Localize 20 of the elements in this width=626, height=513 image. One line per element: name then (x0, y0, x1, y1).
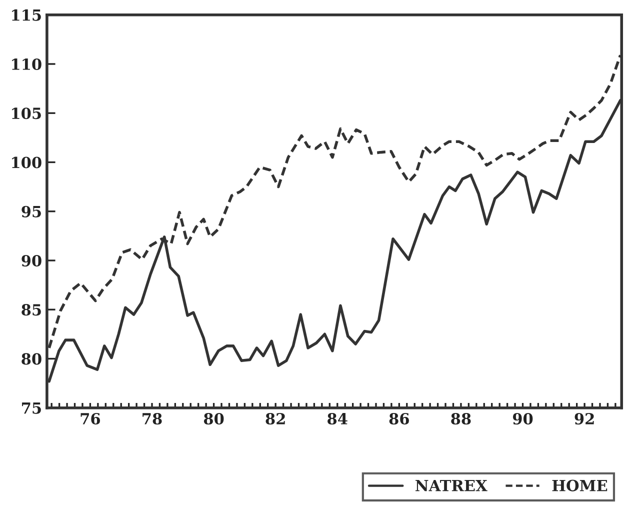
x-tick-label: 76 (80, 412, 100, 425)
y-tick-label: 95 (22, 206, 41, 218)
x-tick-label: 78 (142, 412, 162, 425)
y-tick-label: 75 (22, 402, 41, 414)
x-tick-label: 86 (389, 412, 409, 425)
x-tick-label: 82 (266, 412, 285, 425)
legend-label: NATREX (416, 480, 488, 492)
y-tick-label: 100 (12, 156, 42, 168)
x-tick-label: 84 (328, 412, 348, 425)
y-tick-label: 115 (12, 9, 41, 21)
y-tick-label: 85 (22, 304, 41, 316)
legend-label: HOME (552, 480, 608, 492)
x-tick-label: 90 (512, 412, 533, 425)
y-tick-label: 80 (22, 353, 42, 365)
y-tick-label: 110 (12, 58, 42, 70)
y-tick-label: 105 (12, 108, 41, 120)
y-tick-label: 90 (22, 254, 42, 266)
x-tick-label: 88 (451, 412, 471, 425)
x-tick-label: 80 (204, 412, 224, 425)
x-tick-label: 92 (574, 412, 594, 425)
